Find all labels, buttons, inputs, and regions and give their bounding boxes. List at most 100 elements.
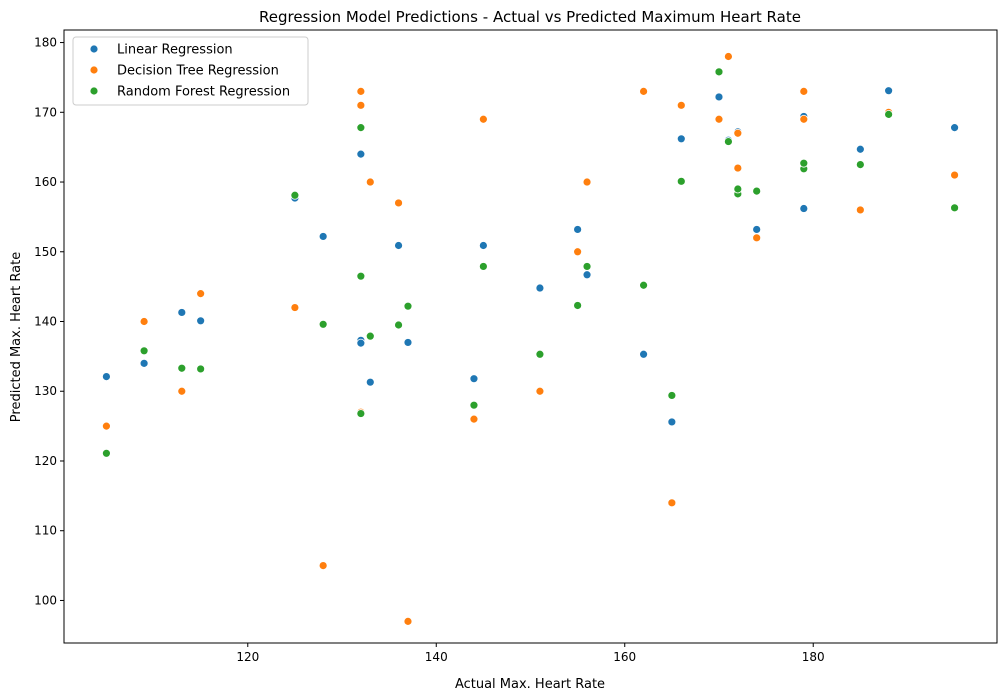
data-point [356, 123, 366, 133]
data-point [139, 358, 149, 368]
y-tick-label: 110 [34, 524, 57, 538]
y-tick-label: 150 [34, 245, 57, 259]
data-point [356, 100, 366, 110]
data-point [573, 301, 583, 310]
data-point [356, 149, 366, 159]
data-point [724, 52, 733, 61]
x-axis-label: Actual Max. Heart Rate [455, 677, 605, 692]
legend-label: Random Forest Regression [117, 85, 290, 100]
data-point [799, 86, 809, 96]
data-point [356, 271, 366, 281]
data-point [799, 204, 809, 213]
data-point [714, 92, 724, 102]
data-point [177, 386, 187, 396]
data-point [535, 349, 545, 359]
data-point [582, 177, 592, 187]
data-point [196, 289, 206, 299]
y-tick-label: 120 [34, 454, 57, 468]
legend-label: Decision Tree Regression [117, 64, 279, 79]
data-point [733, 163, 743, 173]
data-point [478, 241, 488, 250]
data-point [102, 372, 111, 381]
data-point [403, 338, 413, 347]
data-point [950, 123, 959, 133]
data-point [365, 377, 375, 387]
data-point [196, 316, 206, 326]
data-point [318, 232, 328, 241]
y-tick-label: 160 [34, 175, 57, 189]
plot-area [63, 29, 998, 644]
legend: Linear Regression Decision Tree Regressio… [72, 36, 309, 106]
data-point [356, 409, 366, 418]
data-point [365, 177, 375, 187]
data-point [403, 616, 413, 626]
chart-title: Regression Model Predictions - Actual vs… [259, 8, 801, 26]
data-point [855, 205, 865, 215]
x-axis: 120 140 160 180 [236, 643, 825, 664]
data-point [724, 137, 733, 146]
data-point [639, 349, 648, 359]
data-point [884, 109, 894, 119]
data-point [469, 400, 479, 410]
data-point [318, 319, 328, 329]
legend-marker [89, 65, 99, 75]
data-point [102, 448, 111, 458]
x-tick-label: 180 [802, 650, 825, 664]
data-point [535, 283, 545, 293]
data-point [177, 363, 187, 373]
x-tick-label: 140 [425, 650, 448, 664]
data-point [478, 262, 488, 271]
data-point [639, 86, 648, 96]
data-point [177, 308, 187, 317]
data-point [318, 561, 328, 570]
data-point [639, 280, 648, 290]
data-point [752, 186, 762, 196]
data-point [667, 498, 677, 508]
legend-box [72, 36, 309, 106]
data-point [403, 301, 413, 311]
y-tick-label: 180 [34, 36, 57, 50]
data-point [394, 320, 403, 330]
y-tick-label: 140 [34, 315, 57, 329]
data-point [535, 386, 545, 396]
x-tick-label: 120 [236, 650, 259, 664]
data-point [139, 346, 149, 356]
data-point [855, 160, 865, 169]
data-point [356, 338, 366, 348]
data-point [855, 144, 865, 154]
data-point [799, 114, 809, 124]
data-point [714, 114, 724, 124]
data-point [469, 414, 479, 424]
data-point [884, 86, 894, 96]
data-point [676, 176, 686, 186]
data-point [139, 317, 149, 326]
data-point [676, 134, 686, 144]
data-point [752, 233, 762, 243]
y-tick-label: 100 [34, 593, 57, 607]
data-point [365, 331, 375, 341]
data-point [667, 391, 677, 400]
data-point [714, 67, 724, 77]
data-point [582, 270, 592, 280]
data-point [799, 158, 809, 168]
data-point [733, 184, 743, 194]
data-point [950, 170, 959, 180]
data-point [667, 417, 677, 427]
y-tick-label: 170 [34, 105, 57, 119]
y-axis: 100 110 120 130 140 150 160 170 180 [34, 36, 64, 607]
data-point [102, 421, 111, 431]
data-point [469, 374, 479, 384]
data-point [290, 190, 300, 200]
data-point [573, 225, 583, 234]
y-tick-label: 130 [34, 384, 57, 398]
legend-marker [89, 44, 99, 54]
data-point [394, 198, 403, 208]
data-point [394, 241, 403, 250]
data-point [356, 86, 366, 96]
data-point [478, 114, 488, 124]
data-point [196, 364, 206, 374]
y-axis-label: Predicted Max. Heart Rate [9, 252, 24, 422]
data-point [573, 247, 583, 257]
data-point [582, 262, 592, 271]
